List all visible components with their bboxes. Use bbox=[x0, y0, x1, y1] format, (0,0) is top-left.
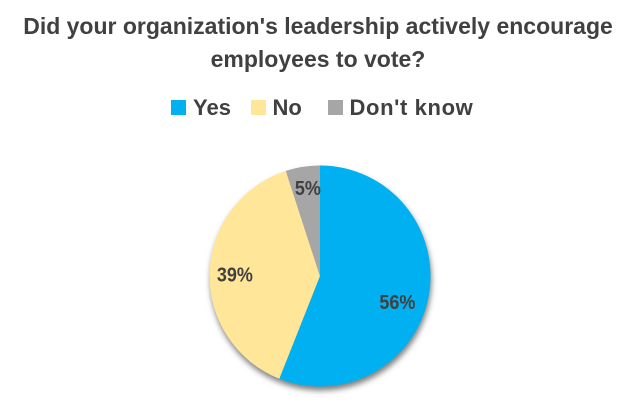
svg-text:39%: 39% bbox=[217, 265, 253, 287]
svg-text:56%: 56% bbox=[379, 292, 415, 314]
svg-text:5%: 5% bbox=[295, 178, 321, 200]
